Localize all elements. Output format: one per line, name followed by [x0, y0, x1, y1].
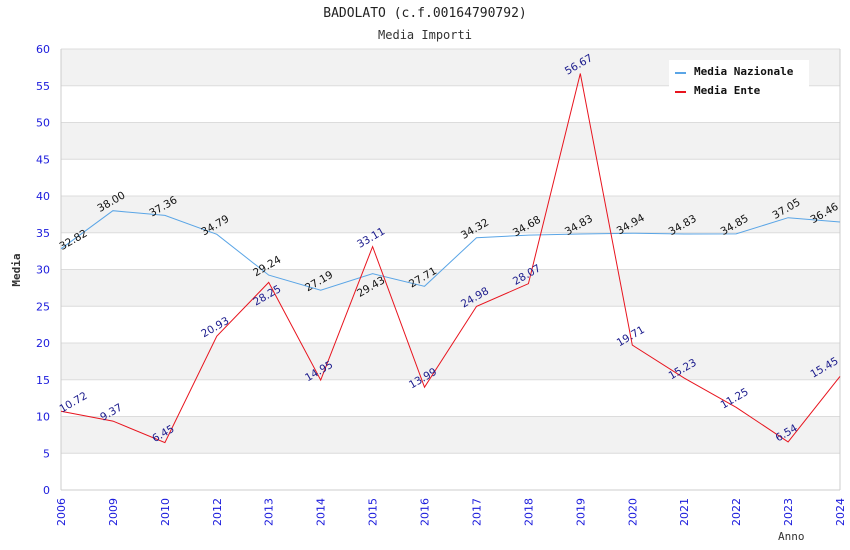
x-tick-label: 2014: [315, 498, 328, 526]
legend-box: [669, 60, 809, 100]
x-tick-label: 2021: [678, 498, 691, 526]
y-tick-label: 15: [36, 374, 50, 387]
y-tick-label: 35: [36, 227, 50, 240]
series-line-media-nazionale: [60, 210, 841, 291]
x-tick-label: 2018: [522, 498, 535, 526]
y-axis-title: Media: [10, 253, 23, 286]
series-lines: [60, 73, 841, 444]
y-tick-label: 30: [36, 264, 50, 277]
y-tick-label: 55: [36, 80, 50, 93]
data-labels: 32.8210.7238.009.3737.366.4534.7920.9329…: [57, 52, 840, 445]
chart-title: BADOLATO (c.f.00164790792): [323, 6, 527, 21]
x-tick-label: 2022: [730, 498, 743, 526]
y-tick-label: 60: [36, 43, 50, 56]
x-tick-label: 2012: [211, 498, 224, 526]
y-tick-label: 50: [36, 117, 50, 130]
data-label: 11.25: [719, 386, 751, 411]
y-tick-label: 40: [36, 190, 50, 203]
x-tick-label: 2017: [470, 498, 483, 526]
x-tick-label: 2020: [626, 498, 639, 526]
data-label: 10.72: [57, 390, 89, 415]
legend-label-nazionale: Media Nazionale: [694, 65, 794, 78]
x-tick-label: 2006: [55, 498, 68, 526]
x-tick-label: 2013: [263, 498, 276, 526]
x-tick-label: 2016: [419, 498, 432, 526]
y-tick-label: 45: [36, 153, 50, 166]
legend-label-ente: Media Ente: [694, 84, 761, 97]
y-tick-label: 20: [36, 337, 50, 350]
x-tick-label: 2010: [159, 498, 172, 526]
x-tick-label: 2023: [782, 498, 795, 526]
x-tick-label: 2009: [107, 498, 120, 526]
y-tick-label: 5: [43, 447, 50, 460]
band: [61, 343, 840, 380]
y-tick-labels: 0 5 10 15 20 25 30 35 40 45 50 55 60: [36, 43, 50, 497]
axes: [60, 49, 841, 491]
band: [61, 196, 840, 233]
y-tick-label: 25: [36, 300, 50, 313]
band: [61, 416, 840, 454]
y-tick-label: 10: [36, 411, 50, 424]
chart-subtitle: Media Importi: [378, 28, 472, 42]
data-label: 20.93: [199, 315, 231, 340]
y-tick-label: 0: [43, 484, 50, 497]
x-tick-label: 2024: [834, 498, 847, 526]
legend: Media Nazionale Media Ente: [669, 60, 809, 100]
band: [61, 269, 840, 307]
series-line-media-ente: [60, 73, 841, 444]
x-tick-label: 2015: [367, 498, 380, 526]
x-tick-labels: 2006 2009 2010 2012 2013 2014 2015 2016 2017 2018…: [55, 498, 847, 526]
x-axis-title: Anno: [778, 530, 805, 543]
band: [61, 122, 840, 160]
x-tick-label: 2019: [574, 498, 587, 526]
background-bands: [61, 49, 840, 454]
